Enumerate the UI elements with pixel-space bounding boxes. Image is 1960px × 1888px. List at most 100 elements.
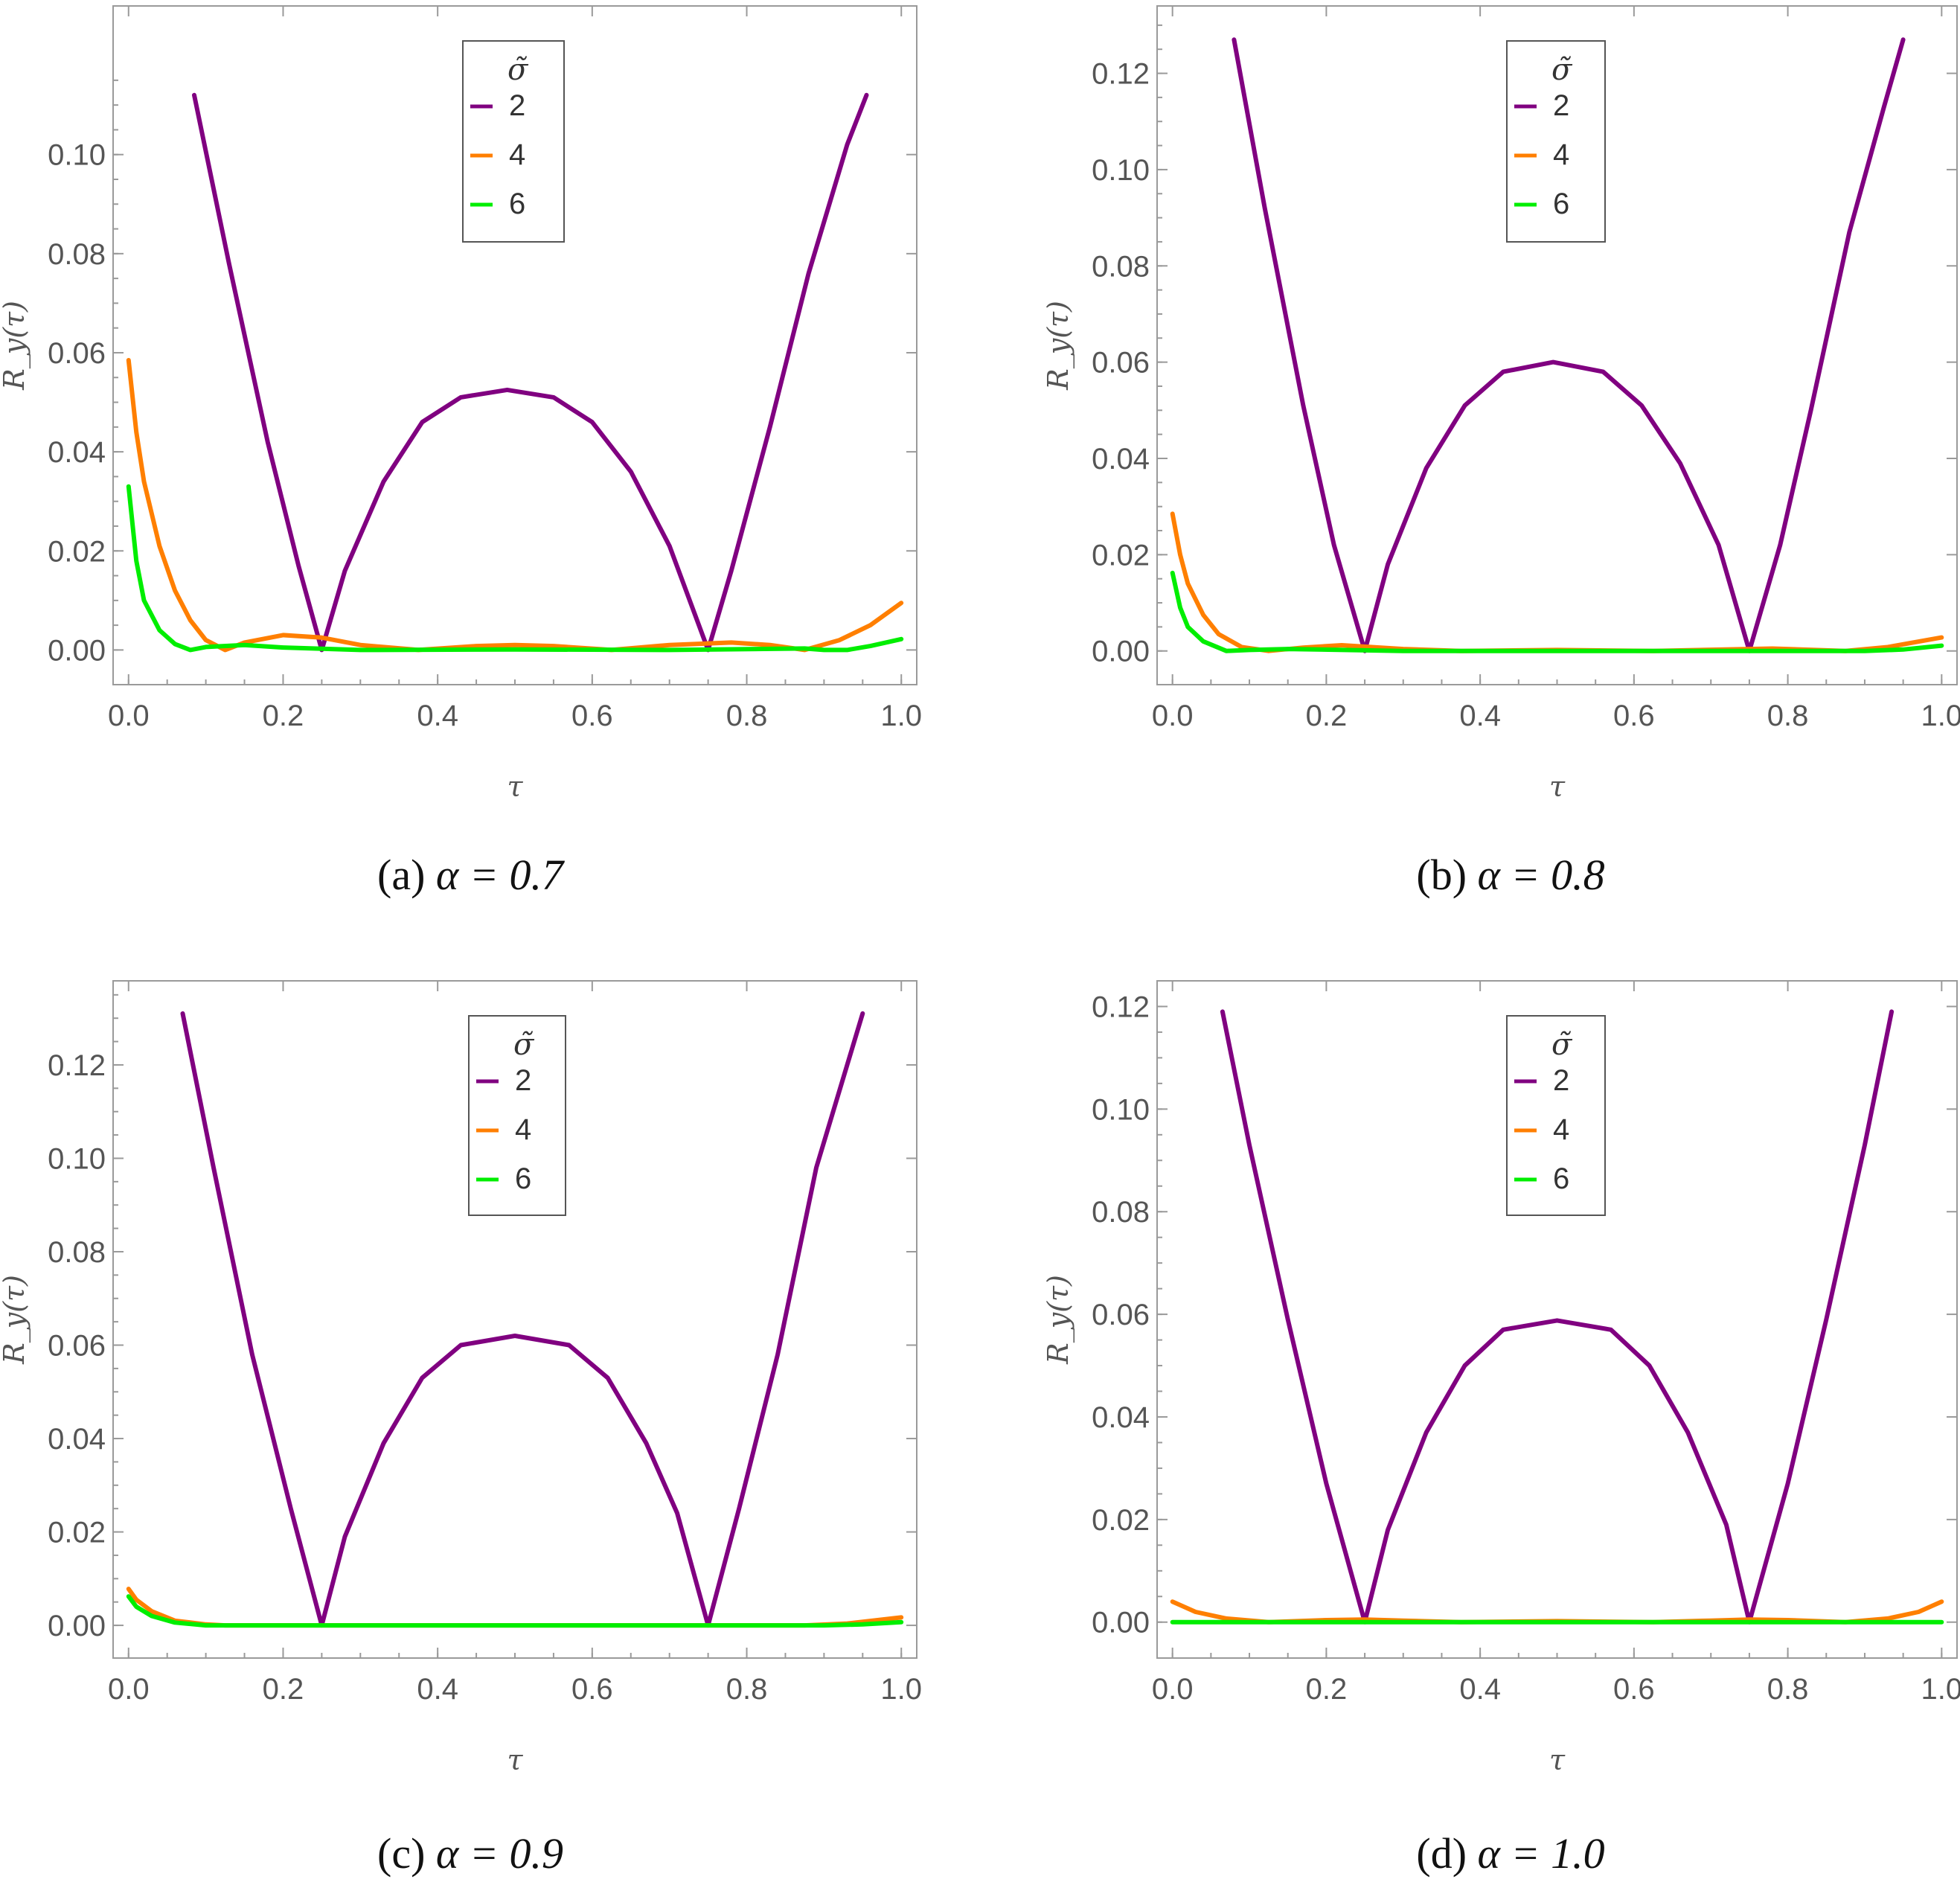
panel-caption: (c) α = 0.9 — [377, 1829, 563, 1878]
legend-label-sigma-6: 6 — [509, 188, 525, 220]
y-tick-label: 0.02 — [1092, 539, 1150, 572]
x-tick-label: 0.4 — [417, 1673, 458, 1706]
legend: σ̃2 4 6 — [1506, 1015, 1606, 1216]
caption-prefix: (b) — [1416, 851, 1477, 899]
x-tick-label: 0.8 — [1767, 700, 1809, 732]
y-tick-label: 0.04 — [1092, 1401, 1150, 1434]
legend-title: σ̃ — [513, 1028, 535, 1062]
legend-label-sigma-4: 4 — [509, 138, 525, 171]
y-tick-label: 0.04 — [48, 436, 106, 469]
legend-box — [1506, 1015, 1606, 1216]
series-line-sigma-6 — [1170, 570, 1944, 653]
x-tick-label: 1.0 — [880, 1673, 922, 1706]
x-axis-label: τ — [507, 1744, 523, 1776]
y-tick-label: 0.12 — [1092, 991, 1150, 1023]
legend-label-sigma-4: 4 — [1553, 1113, 1569, 1146]
legend-label-sigma-2: 2 — [1553, 1064, 1569, 1097]
y-tick-label: 0.00 — [48, 634, 106, 667]
x-axis-label: τ — [507, 770, 523, 803]
legend-box — [462, 40, 565, 243]
y-tick-label: 0.00 — [1092, 1607, 1150, 1639]
y-axis-label: R_y(τ) — [0, 1275, 31, 1365]
x-axis-label: τ — [1549, 1744, 1566, 1776]
y-tick-label: 0.06 — [1092, 347, 1150, 380]
series-line-sigma-4 — [1170, 511, 1944, 653]
chart-panel-a: 0.0 0.2 0.4 0.6 0.8 1.0 0.00 0.02 0.04 0.06 0.08 0.… — [0, 5, 922, 899]
legend-label-sigma-6: 6 — [1553, 1162, 1569, 1195]
y-tick-label: 0.00 — [1092, 636, 1150, 668]
legend-label-sigma-6: 6 — [1553, 188, 1569, 220]
series-line-sigma-2 — [1232, 37, 1906, 653]
chart-panel-b: 0.0 0.2 0.4 0.6 0.8 1.0 0.00 0.02 0.04 0.06 0.08 0.… — [1042, 5, 1960, 899]
y-tick-label: 0.02 — [48, 1517, 106, 1549]
x-tick-label: 0.8 — [1767, 1673, 1809, 1706]
x-tick-label: 0.0 — [108, 1673, 150, 1706]
y-tick-label: 0.10 — [1092, 1093, 1150, 1126]
y-tick-label: 0.06 — [48, 1330, 106, 1363]
y-tick-label: 0.06 — [1092, 1299, 1150, 1331]
caption-parameter: α = 1.0 — [1478, 1829, 1605, 1878]
series-line-sigma-2 — [180, 1011, 865, 1628]
y-tick-label: 0.06 — [48, 337, 106, 370]
panel-caption: (a) α = 0.7 — [377, 851, 565, 899]
series-group — [1170, 37, 1944, 653]
y-tick-label: 0.08 — [48, 238, 106, 271]
y-tick-label: 0.12 — [1092, 58, 1150, 91]
x-tick-label: 0.0 — [1152, 700, 1194, 732]
x-tick-label: 0.6 — [1613, 700, 1655, 732]
y-tick-label: 0.08 — [1092, 250, 1150, 283]
legend: σ̃2 4 6 — [468, 1015, 566, 1216]
x-tick-label: 0.2 — [1306, 700, 1348, 732]
y-tick-label: 0.10 — [48, 1142, 106, 1175]
caption-prefix: (c) — [377, 1829, 436, 1878]
series-line-sigma-2 — [192, 92, 869, 653]
caption-prefix: (d) — [1416, 1829, 1477, 1878]
panel-caption: (b) α = 0.8 — [1416, 851, 1604, 899]
legend-label-sigma-2: 2 — [515, 1064, 531, 1097]
y-tick-label: 0.02 — [1092, 1504, 1150, 1537]
series-group — [126, 1011, 904, 1628]
legend-label-sigma-2: 2 — [509, 89, 525, 122]
x-axis-label: τ — [1549, 770, 1566, 803]
series-group — [126, 92, 904, 653]
x-tick-label: 0.2 — [1306, 1673, 1348, 1706]
legend-box — [468, 1015, 566, 1216]
legend-title: σ̃ — [1551, 53, 1573, 87]
x-tick-label: 0.4 — [417, 700, 458, 732]
x-tick-label: 1.0 — [1921, 1673, 1960, 1706]
legend-title: σ̃ — [1551, 1028, 1573, 1062]
legend-title: σ̃ — [507, 53, 529, 87]
series-line-sigma-6 — [126, 484, 904, 653]
y-axis-label: R_y(τ) — [0, 301, 31, 391]
y-tick-label: 0.04 — [1092, 443, 1150, 476]
x-tick-label: 0.2 — [263, 700, 304, 732]
series-line-sigma-6 — [126, 1594, 904, 1628]
y-axis-label: R_y(τ) — [1042, 1275, 1075, 1365]
legend-label-sigma-6: 6 — [515, 1162, 531, 1195]
caption-parameter: α = 0.9 — [436, 1829, 563, 1878]
x-tick-label: 0.6 — [571, 700, 613, 732]
y-tick-label: 0.12 — [48, 1049, 106, 1082]
x-tick-label: 0.8 — [726, 1673, 768, 1706]
x-tick-label: 0.6 — [571, 1673, 613, 1706]
panel-caption: (d) α = 1.0 — [1416, 1829, 1604, 1878]
y-tick-label: 0.02 — [48, 535, 106, 568]
chart-panel-d: 0.0 0.2 0.4 0.6 0.8 1.0 0.00 0.02 0.04 0.06 0.08 0.… — [1042, 980, 1960, 1878]
y-tick-label: 0.00 — [48, 1610, 106, 1642]
series-line-sigma-2 — [1220, 1009, 1895, 1625]
series-line-sigma-4 — [1170, 1599, 1944, 1625]
legend: σ̃2 4 6 — [1506, 40, 1606, 243]
legend-label-sigma-2: 2 — [1553, 89, 1569, 122]
legend: σ̃2 4 6 — [462, 40, 565, 243]
x-tick-label: 1.0 — [1921, 700, 1960, 732]
x-tick-label: 0.4 — [1459, 700, 1501, 732]
x-tick-label: 0.0 — [1152, 1673, 1194, 1706]
legend-label-sigma-4: 4 — [515, 1113, 531, 1146]
caption-parameter: α = 0.8 — [1478, 851, 1605, 899]
y-tick-label: 0.10 — [48, 139, 106, 172]
x-tick-label: 0.0 — [108, 700, 150, 732]
y-tick-label: 0.10 — [1092, 154, 1150, 187]
legend-box — [1506, 40, 1606, 243]
